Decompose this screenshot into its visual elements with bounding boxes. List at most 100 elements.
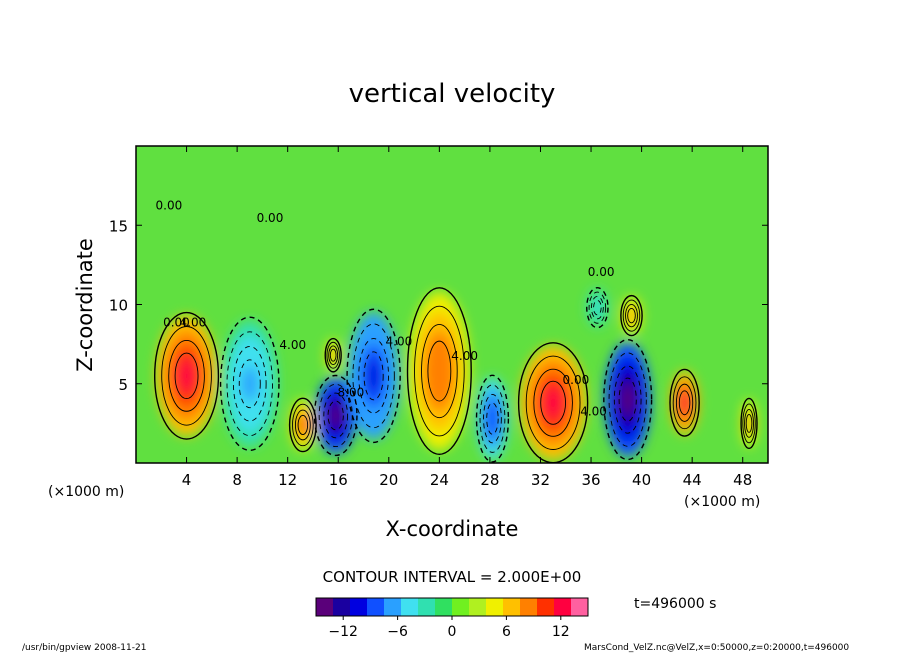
contour-ring-13-3	[745, 413, 753, 433]
contour-ring-9-3	[618, 377, 637, 422]
colorbar-tick-label-1: −6	[387, 624, 408, 640]
contour-label-9: 0.00	[156, 198, 183, 212]
x-unit-right: (×1000 m)	[684, 494, 760, 510]
contour-ring-6-1	[414, 305, 465, 437]
contour-label-6: 0.00	[563, 373, 590, 387]
contour-ring-2-3	[297, 414, 309, 435]
x-tick-label-2: 12	[278, 471, 297, 489]
colorbar-swatch-1	[333, 598, 351, 616]
x-tick-label-3: 16	[329, 471, 348, 489]
contour-label-7: 4.00	[580, 404, 607, 418]
contour-ring-5-2	[328, 345, 339, 365]
footer-right: MarsCond_VelZ.nc@VelZ,x=0:50000,z=0:2000…	[584, 643, 849, 653]
contour-ring-11-3	[678, 390, 691, 416]
x-tick-label-1: 8	[232, 471, 242, 489]
contour-label-0: 0.00	[163, 316, 190, 330]
contour-ring-0-3	[174, 352, 199, 400]
contour-ring-12-3	[593, 300, 602, 316]
contour-ring-8-1	[525, 355, 581, 450]
contour-ring-1-2	[232, 346, 267, 422]
contour-label-10: 0.00	[257, 211, 284, 225]
field-cell-11-3	[680, 393, 689, 412]
contour-ring-4-1	[352, 323, 395, 429]
field-cell-5-3	[331, 350, 336, 360]
colorbar-swatch-15	[571, 598, 589, 616]
contour-lines	[154, 286, 758, 463]
contour-label-5: 4.00	[451, 349, 478, 363]
x-tick-label-0: 4	[182, 471, 192, 489]
contour-ring-11-1	[672, 376, 697, 430]
field-cell-4-3	[366, 358, 381, 394]
x-tick-label-5: 24	[430, 471, 449, 489]
field-cell-8-3	[543, 386, 563, 419]
contour-ring-8-2	[533, 368, 573, 437]
contour-ring-5-0	[324, 337, 342, 373]
contour-ring-9-2	[613, 365, 642, 434]
field-cell-13-3	[746, 416, 752, 431]
contour-ring-9-1	[608, 352, 647, 447]
field-cell-9-3	[621, 383, 635, 416]
contour-label-4: 4.00	[386, 335, 413, 349]
contour-ring-1-3	[238, 359, 261, 409]
x-tick-label-9: 40	[632, 471, 651, 489]
contour-ring-3-2	[323, 392, 349, 439]
colorbar-swatch-13	[537, 598, 555, 616]
contour-label-2: 4.00	[279, 338, 306, 352]
contour-ring-12-2	[590, 296, 604, 320]
contour-ring-13-1	[742, 403, 756, 444]
contour-ring-13-0	[740, 397, 758, 450]
x-axis: 4 8 12 16 20 24 28 32 36 40 44 48	[182, 146, 752, 489]
x-tick-label-10: 44	[683, 471, 702, 489]
colorbar-swatch-9	[469, 598, 487, 616]
contour-label-3: 8.00	[338, 385, 365, 399]
colorbar-swatch-10	[486, 598, 504, 616]
colorbar-tick-label-0: −12	[328, 624, 358, 640]
colorbar-ticks: −12 −6 0 6 12	[328, 616, 570, 640]
x-axis-label: X-coordinate	[386, 517, 519, 541]
contour-ring-12-1	[588, 291, 607, 324]
contour-ring-2-2	[294, 409, 311, 441]
colorbar-tick-label-2: 0	[448, 624, 457, 640]
contour-ring-0-1	[161, 326, 212, 426]
x-tick-label-6: 28	[480, 471, 499, 489]
contour-ring-8-3	[540, 380, 566, 425]
contour-ring-2-1	[292, 403, 314, 447]
colorbar-swatch-3	[367, 598, 385, 616]
x-tick-label-7: 32	[531, 471, 550, 489]
contour-ring-1-0	[219, 316, 280, 452]
contour-ring-7-2	[483, 393, 502, 444]
contour-ring-5-3	[329, 348, 337, 362]
contour-ring-11-2	[675, 383, 694, 422]
colorbar-swatch-14	[554, 598, 572, 616]
contour-ring-4-0	[346, 308, 401, 444]
y-tick-label-1: 10	[109, 297, 128, 315]
y-tick-label-0: 5	[118, 376, 128, 394]
colorbar-swatch-5	[401, 598, 419, 616]
contour-ring-11-0	[669, 368, 700, 437]
field-cell-10-3	[628, 310, 635, 321]
y-axis: 5 10 15	[109, 217, 768, 394]
contour-ring-10-1	[622, 299, 641, 332]
footer-left: /usr/bin/gpview 2008-11-21	[22, 643, 146, 653]
colorbar-swatch-6	[418, 598, 436, 616]
contour-ring-4-2	[358, 338, 389, 414]
contour-ring-2-0	[288, 397, 317, 453]
contour-label-8: 0.00	[588, 265, 615, 279]
contour-ring-5-1	[326, 341, 340, 369]
contour-interval-label: CONTOUR INTERVAL = 2.000E+00	[323, 568, 582, 586]
field-cells	[156, 288, 757, 460]
plot-area: 0.004.004.008.004.004.000.004.000.000.00…	[136, 146, 768, 463]
y-axis-label: Z-coordinate	[73, 238, 97, 372]
contour-ring-10-3	[627, 307, 636, 324]
field-cell-12-3	[594, 302, 601, 313]
contour-ring-7-3	[486, 402, 499, 435]
field-cell-7-3	[488, 407, 497, 431]
colorbar-swatch-4	[384, 598, 402, 616]
contour-ring-12-0	[586, 286, 609, 329]
colorbar-swatch-7	[435, 598, 453, 616]
colorbar-swatch-2	[350, 598, 368, 616]
field-cell-1-3	[241, 365, 258, 402]
contour-ring-6-3	[427, 340, 452, 402]
contour-ring-6-0	[406, 287, 472, 455]
